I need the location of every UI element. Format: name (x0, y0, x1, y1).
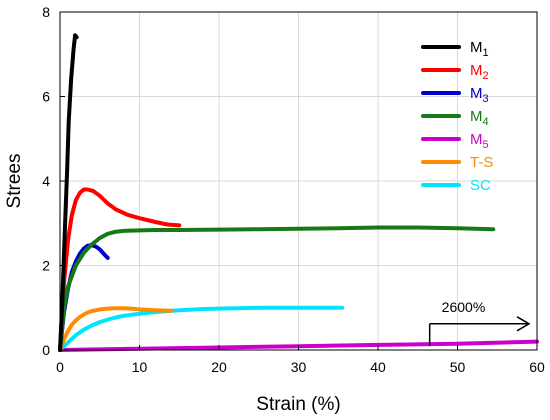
legend-label-subscript: 5 (483, 139, 489, 151)
annotation-arrow-head (516, 316, 531, 332)
y-tick-label: 8 (42, 4, 50, 20)
x-axis-title: Strain (%) (256, 394, 340, 415)
legend-label-m3: M3 (470, 85, 489, 105)
x-tick-label: 30 (291, 359, 307, 375)
legend-label-text: M (470, 39, 483, 56)
legend-label-text: M (470, 85, 483, 102)
y-tick-label: 2 (42, 258, 50, 274)
legend-label-subscript: 2 (483, 70, 489, 82)
series-line-t-s (58, 306, 174, 352)
x-tick-label: 60 (529, 359, 545, 375)
legend-label-m1: M1 (470, 39, 489, 59)
y-tick-label: 6 (42, 89, 50, 105)
x-tick-label: 40 (370, 359, 386, 375)
x-tick-label: 10 (132, 359, 148, 375)
series-line-m1 (58, 33, 79, 352)
legend-label-text: T-S (470, 154, 493, 171)
legend-label-m2: M2 (470, 62, 489, 82)
legend-label-text: M (470, 108, 483, 125)
y-tick-label: 0 (42, 342, 50, 358)
legend-label-t-s: T-S (470, 154, 493, 171)
legend-label-m5: M5 (470, 131, 489, 151)
legend-label-subscript: 4 (483, 116, 489, 128)
series-line-m4 (58, 225, 496, 352)
x-tick-label: 0 (56, 359, 64, 375)
y-tick-label: 4 (42, 173, 50, 189)
legend-label-subscript: 1 (483, 47, 489, 59)
y-axis-title: Strees (4, 154, 25, 209)
legend-label-sc: SC (470, 177, 491, 194)
series-line-m2 (58, 187, 182, 352)
legend-label-text: M (470, 131, 483, 148)
x-tick-label: 50 (450, 359, 466, 375)
x-tick-label: 20 (211, 359, 227, 375)
tick-labels: 0 10 20 30 40 50 60 0 2 4 6 8 (42, 4, 545, 375)
legend-label-m4: M4 (470, 108, 489, 128)
series-line-sc (58, 305, 345, 352)
legend-label-text: SC (470, 177, 491, 194)
legend-label-subscript: 3 (483, 93, 489, 105)
annotation: 2600% (428, 299, 531, 346)
legend-label-text: M (470, 62, 483, 79)
annotation-label: 2600% (442, 299, 486, 315)
